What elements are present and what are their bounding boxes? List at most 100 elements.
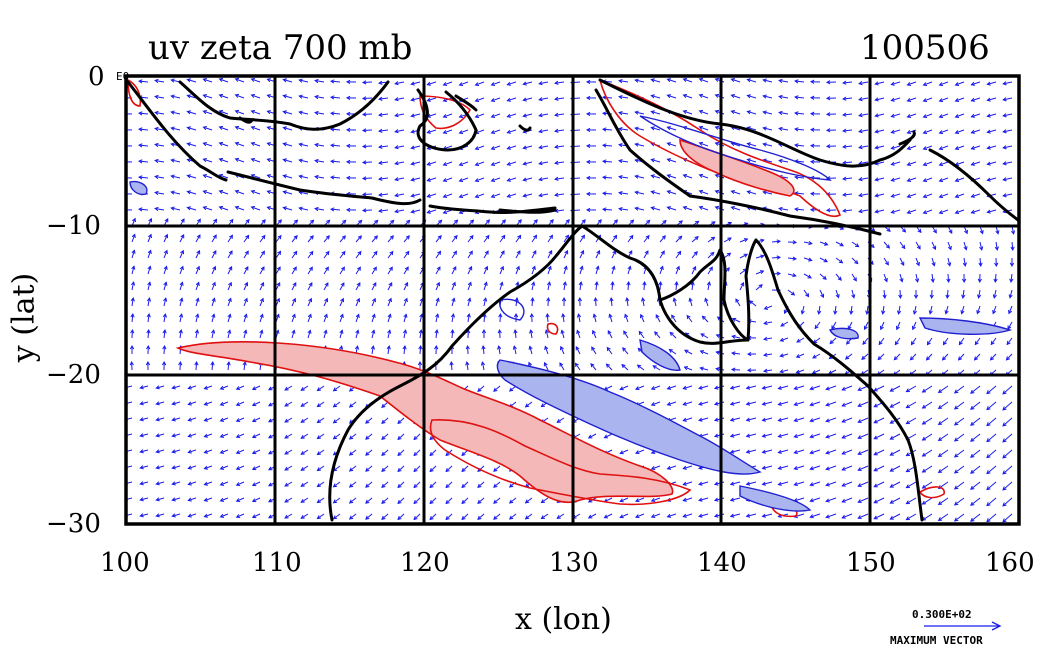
wind-vector-head	[889, 515, 894, 520]
wind-vector-head	[970, 113, 975, 118]
wind-vector	[723, 252, 731, 259]
wind-vector	[413, 513, 421, 520]
wind-vector	[499, 282, 503, 291]
wind-vector	[163, 314, 166, 323]
wind-vector	[683, 481, 693, 486]
wind-vector	[155, 143, 165, 147]
wind-vector	[667, 78, 677, 83]
wind-vector-head	[961, 278, 967, 284]
wind-vector	[843, 145, 853, 148]
wind-vector-head	[979, 246, 984, 251]
wind-vector	[882, 305, 885, 314]
neg-vort-gulf	[639, 339, 681, 371]
wind-vector-head	[577, 296, 582, 302]
wind-vector-head	[672, 297, 677, 302]
wind-vector-head	[477, 387, 482, 392]
wind-vector-head	[778, 206, 783, 212]
wind-vector-head	[501, 219, 506, 224]
wind-vector	[275, 251, 281, 259]
wind-vector-head	[686, 314, 691, 320]
wind-vector	[707, 282, 710, 291]
wind-vector-head	[531, 265, 536, 271]
wind-vector	[451, 235, 458, 243]
wind-vector	[525, 513, 533, 520]
wind-vector	[730, 481, 741, 485]
wind-vector-head	[170, 190, 175, 195]
wind-vector	[330, 144, 341, 147]
wind-vector-head	[713, 417, 719, 422]
wind-vector-head	[171, 481, 176, 486]
wind-vector	[891, 161, 901, 166]
wind-vector	[188, 465, 197, 469]
wind-vector	[891, 97, 901, 102]
wind-vector-head	[266, 174, 271, 179]
coast-small-3	[238, 116, 254, 124]
wind-vector-head	[622, 347, 627, 352]
wind-vector	[397, 497, 405, 504]
wind-vector	[787, 289, 795, 296]
wind-vector-head	[314, 78, 319, 84]
wind-vector	[283, 207, 293, 211]
wind-vector	[702, 315, 709, 323]
wind-vector-head	[261, 234, 266, 240]
wind-vector-head	[714, 93, 720, 98]
wind-vector-head	[268, 418, 273, 423]
wind-vector-head	[538, 113, 543, 118]
wind-vector-head	[945, 294, 950, 300]
wind-vector-head	[953, 485, 959, 490]
wind-vector-head	[138, 159, 143, 164]
wind-vector	[588, 433, 597, 439]
wind-vector	[156, 513, 165, 517]
wind-vector-head	[454, 219, 459, 224]
wind-vector	[810, 465, 821, 470]
wind-vector-head	[484, 265, 489, 271]
wind-vector	[362, 193, 373, 196]
wind-vector	[467, 235, 474, 243]
wind-vector-head	[226, 361, 231, 366]
wind-vector-head	[538, 145, 543, 150]
wind-vector	[906, 481, 917, 489]
wind-vector-head	[779, 337, 785, 342]
wind-vector	[252, 433, 261, 438]
wind-vector-head	[381, 467, 386, 472]
wind-vector	[778, 465, 789, 470]
wind-vector	[251, 126, 261, 131]
wind-vector-head	[426, 177, 431, 182]
wind-vector	[810, 401, 821, 406]
wind-vector-head	[682, 205, 688, 210]
wind-vector	[547, 250, 553, 259]
wind-vector-head	[634, 142, 639, 147]
wind-vector-head	[291, 329, 296, 334]
wind-vector	[251, 142, 261, 147]
wind-vector-head	[684, 349, 689, 354]
wind-vector-head	[276, 266, 281, 271]
wind-vector-head	[371, 329, 376, 334]
wind-vector	[810, 513, 821, 518]
wind-vector-head	[576, 329, 581, 335]
wind-vector-head	[325, 266, 329, 271]
wind-vector-head	[746, 368, 752, 373]
wind-vector-head	[445, 499, 450, 505]
wind-vector	[667, 142, 677, 147]
wind-vector-head	[746, 190, 751, 195]
wind-vector-head	[171, 449, 176, 454]
wind-vector-head	[676, 265, 680, 271]
wind-vector-head	[593, 296, 598, 302]
wind-vector-head	[146, 313, 151, 318]
wind-vector-head	[874, 129, 879, 134]
wind-vector-head	[445, 467, 450, 473]
wind-vector-head	[634, 110, 639, 115]
wind-vector	[739, 253, 748, 259]
wind-vector	[955, 81, 965, 86]
wind-vector	[283, 143, 293, 147]
wind-vector	[635, 143, 645, 147]
wind-vector	[915, 257, 920, 266]
wind-vector	[955, 129, 965, 134]
wind-vector-head	[146, 297, 152, 302]
wind-vector-head	[345, 127, 351, 133]
wind-vector-head	[266, 110, 271, 115]
wind-vector	[859, 113, 869, 117]
wind-vector	[730, 513, 741, 517]
wind-vector-head	[410, 81, 415, 86]
wind-vector-head	[986, 145, 991, 150]
